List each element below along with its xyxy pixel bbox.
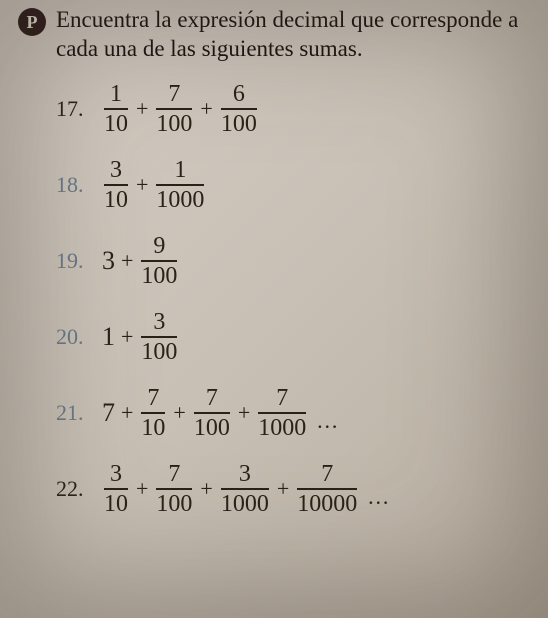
numerator: 7: [206, 386, 218, 412]
expression: 310+11000: [100, 158, 208, 212]
fraction: 7100: [152, 82, 196, 136]
fraction: 7100: [152, 462, 196, 516]
problem-number: 17.: [56, 96, 100, 122]
problem-row: 20.1+3100: [56, 310, 530, 364]
numerator: 3: [153, 310, 165, 336]
problem-row: 22.310+7100+31000+710000…: [56, 462, 530, 516]
plus-operator: +: [134, 96, 150, 122]
whole-number: 3: [100, 246, 117, 276]
numerator: 3: [110, 462, 122, 488]
numerator: 7: [147, 386, 159, 412]
problem-row: 21.7+710+7100+71000…: [56, 386, 530, 440]
fraction: 71000: [254, 386, 310, 440]
badge-icon: P: [18, 8, 46, 36]
denominator: 100: [221, 108, 257, 136]
problem-row: 17.110+7100+6100: [56, 82, 530, 136]
fraction: 310: [100, 462, 132, 516]
problem-row: 19.3+9100: [56, 234, 530, 288]
fraction: 7100: [190, 386, 234, 440]
plus-operator: +: [134, 172, 150, 198]
fraction: 710000: [293, 462, 361, 516]
numerator: 7: [168, 82, 180, 108]
plus-operator: +: [236, 400, 252, 426]
denominator: 1000: [221, 488, 269, 516]
numerator: 3: [110, 158, 122, 184]
fraction: 110: [100, 82, 132, 136]
denominator: 100: [141, 260, 177, 288]
plus-operator: +: [171, 400, 187, 426]
denominator: 100: [156, 488, 192, 516]
exercise-header: P Encuentra la expresión decimal que cor…: [18, 6, 530, 64]
problem-list: 17.110+7100+610018.310+1100019.3+910020.…: [18, 82, 530, 516]
denominator: 10: [104, 108, 128, 136]
fraction: 11000: [152, 158, 208, 212]
denominator: 100: [194, 412, 230, 440]
problem-number: 21.: [56, 400, 100, 426]
denominator: 10000: [297, 488, 357, 516]
fraction: 710: [137, 386, 169, 440]
numerator: 1: [110, 82, 122, 108]
plus-operator: +: [119, 324, 135, 350]
denominator: 1000: [156, 184, 204, 212]
expression: 3+9100: [100, 234, 181, 288]
denominator: 10: [104, 184, 128, 212]
plus-operator: +: [275, 476, 291, 502]
numerator: 7: [321, 462, 333, 488]
denominator: 100: [141, 336, 177, 364]
denominator: 1000: [258, 412, 306, 440]
plus-operator: +: [134, 476, 150, 502]
expression: 7+710+7100+71000…: [100, 386, 338, 440]
problem-row: 18.310+11000: [56, 158, 530, 212]
plus-operator: +: [198, 96, 214, 122]
ellipsis: …: [363, 484, 389, 516]
numerator: 7: [168, 462, 180, 488]
expression: 1+3100: [100, 310, 181, 364]
instruction-text: Encuentra la expresión decimal que corre…: [56, 6, 530, 64]
plus-operator: +: [198, 476, 214, 502]
ellipsis: …: [312, 408, 338, 440]
numerator: 6: [233, 82, 245, 108]
plus-operator: +: [119, 248, 135, 274]
expression: 110+7100+6100: [100, 82, 261, 136]
denominator: 100: [156, 108, 192, 136]
denominator: 10: [104, 488, 128, 516]
plus-operator: +: [119, 400, 135, 426]
numerator: 1: [174, 158, 186, 184]
whole-number: 1: [100, 322, 117, 352]
denominator: 10: [141, 412, 165, 440]
fraction: 9100: [137, 234, 181, 288]
problem-number: 19.: [56, 248, 100, 274]
numerator: 3: [239, 462, 251, 488]
fraction: 310: [100, 158, 132, 212]
numerator: 9: [153, 234, 165, 260]
fraction: 31000: [217, 462, 273, 516]
problem-number: 20.: [56, 324, 100, 350]
whole-number: 7: [100, 398, 117, 428]
numerator: 7: [276, 386, 288, 412]
problem-number: 22.: [56, 476, 100, 502]
problem-number: 18.: [56, 172, 100, 198]
expression: 310+7100+31000+710000…: [100, 462, 389, 516]
fraction: 3100: [137, 310, 181, 364]
fraction: 6100: [217, 82, 261, 136]
page: P Encuentra la expresión decimal que cor…: [0, 0, 548, 548]
